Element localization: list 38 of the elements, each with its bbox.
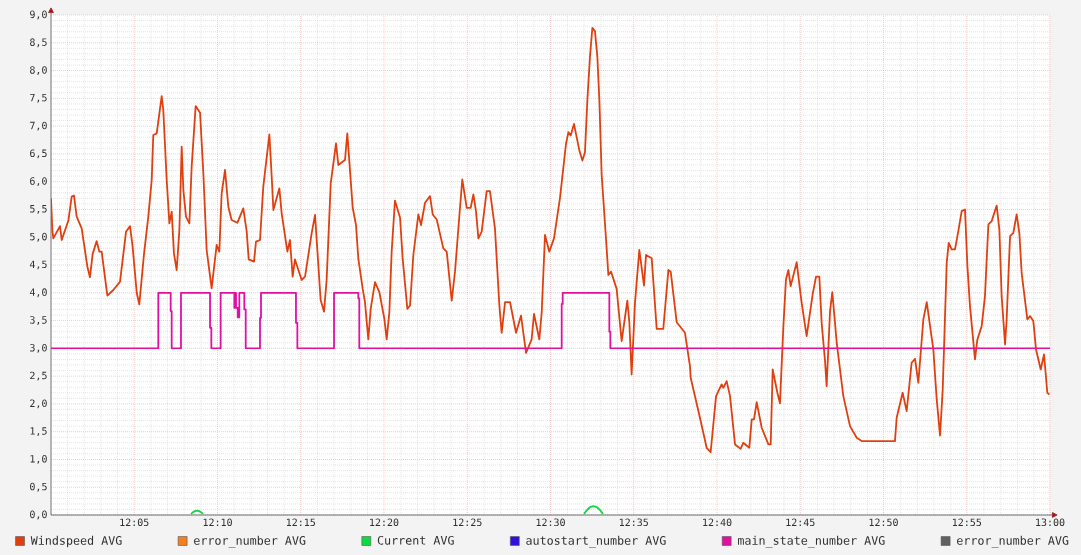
- y-tick-label: 2,0: [30, 399, 47, 409]
- y-tick-label: 6,0: [30, 177, 47, 187]
- y-tick-label: 8,5: [30, 38, 47, 48]
- y-tick-label: 2,5: [30, 371, 47, 381]
- y-tick-label: 0,0: [30, 510, 47, 520]
- y-tick-label: 3,0: [30, 343, 47, 353]
- x-tick-label: 12:15: [286, 518, 316, 527]
- x-tick-label: 12:50: [869, 518, 898, 527]
- x-tick-label: 12:10: [203, 518, 232, 527]
- y-tick-label: 8,0: [30, 66, 47, 75]
- legend-label: error_number AVG: [957, 535, 1069, 548]
- legend-label: main_state_number AVG: [738, 535, 885, 548]
- y-tick-label: 5,5: [30, 205, 47, 214]
- x-tick-label: 12:40: [703, 518, 732, 527]
- y-tick-label: 7,5: [30, 93, 47, 103]
- x-tick-label: 13:00: [1036, 518, 1065, 527]
- y-tick-label: 6,5: [30, 149, 47, 159]
- legend-label: Windspeed AVG: [30, 535, 122, 548]
- x-tick-label: 12:25: [453, 518, 482, 527]
- line-series: [51, 26, 1051, 454]
- y-tick-label: 7,0: [30, 121, 47, 131]
- x-tick-label: 12:55: [952, 518, 982, 527]
- y-tick-label: 4,5: [29, 260, 47, 270]
- y-tick-label: 0,5: [30, 482, 47, 492]
- y-tick-label: 5,0: [30, 232, 47, 242]
- x-tick-label: 12:45: [786, 518, 815, 527]
- legend-label: error_number AVG: [194, 535, 306, 548]
- y-tick-label: 9,0: [30, 10, 47, 20]
- y-tick-label: 4,0: [29, 288, 47, 298]
- legend-label: autostart_number AVG: [526, 535, 666, 548]
- x-tick-label: 12:30: [536, 518, 565, 527]
- y-tick-label: 1,5: [30, 427, 47, 437]
- y-tick-label: 3,5: [30, 316, 47, 325]
- x-tick-label: 12:35: [619, 518, 648, 527]
- legend-label: Current AVG: [377, 535, 454, 545]
- x-tick-label: 12:20: [370, 518, 399, 527]
- x-tick-label: 12:05: [120, 518, 149, 527]
- y-tick-label: 1,0: [30, 455, 47, 464]
